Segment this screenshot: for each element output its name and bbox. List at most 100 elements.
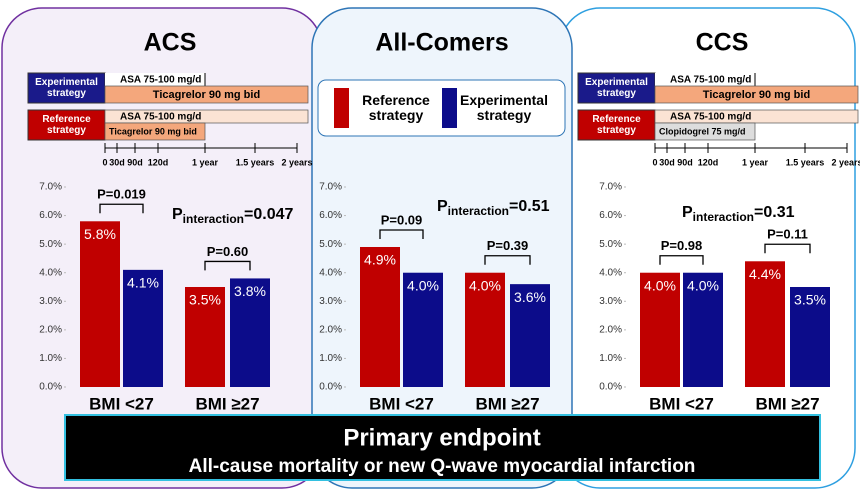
drug-bar xyxy=(104,85,309,104)
y-tick-label: 0.0% xyxy=(39,382,62,393)
p-bracket xyxy=(99,203,144,214)
legend-label: Reference strategy xyxy=(362,91,430,123)
chart-title: ACS xyxy=(144,29,197,57)
value-label: 4.0% xyxy=(687,277,719,293)
bar xyxy=(360,247,400,387)
strategy-name: Reference strategy xyxy=(592,114,641,136)
timeline-tick-label: 120d xyxy=(148,157,169,167)
y-tick-label: 0.0% xyxy=(319,382,342,393)
bar xyxy=(683,272,723,387)
interaction-label: Pinteraction=0.047 xyxy=(172,206,294,226)
timeline-tick-label: 2 years xyxy=(281,157,312,167)
p-value: P=0.11 xyxy=(767,227,808,242)
legend-label: Experimental strategy xyxy=(460,91,548,123)
legend-swatch xyxy=(442,88,457,128)
y-tick-label: 1.0% xyxy=(599,353,622,364)
bar xyxy=(510,284,550,387)
drug-bar xyxy=(654,109,859,124)
bar xyxy=(230,278,270,387)
interaction-suffix: =0.31 xyxy=(754,204,795,221)
legend-swatch xyxy=(334,88,349,128)
value-label: 4.1% xyxy=(127,275,159,291)
legend-box xyxy=(317,79,566,137)
y-tick-label: 7.0% xyxy=(39,182,62,193)
x-tick-label: BMI ≥27 xyxy=(475,394,539,413)
interaction-prefix: P xyxy=(172,206,183,223)
interaction-suffix: =0.51 xyxy=(509,198,550,215)
x-tick-label: BMI <27 xyxy=(89,394,154,413)
p-bracket xyxy=(484,255,531,265)
y-tick-label: 3.0% xyxy=(319,296,342,307)
drug-bar xyxy=(655,73,755,86)
value-label: 3.6% xyxy=(514,289,546,305)
p-value: P=0.019 xyxy=(97,187,146,202)
y-tick-label: 1.0% xyxy=(319,353,342,364)
drug-label: ASA 75-100 mg/d xyxy=(120,75,201,86)
footer-subtitle: All-cause mortality or new Q-wave myocar… xyxy=(189,456,696,477)
interaction-subscript: interaction xyxy=(183,212,244,226)
y-tick-label: 7.0% xyxy=(599,182,622,193)
x-tick-label: BMI ≥27 xyxy=(195,394,259,413)
value-label: 4.0% xyxy=(469,277,501,293)
p-bracket xyxy=(659,255,704,265)
drug-label: Ticagrelor 90 mg bid xyxy=(703,89,810,101)
drug-label: ASA 75-100 mg/d xyxy=(120,112,201,123)
bar xyxy=(790,287,830,387)
value-label: 3.5% xyxy=(189,292,221,308)
drug-bar xyxy=(654,122,756,141)
timeline-tick-label: 1.5 years xyxy=(786,157,825,167)
y-tick-label: 2.0% xyxy=(319,324,342,335)
y-tick-label: 2.0% xyxy=(599,324,622,335)
drug-label: Ticagrelor 90 mg bid xyxy=(109,126,197,136)
bar xyxy=(185,287,225,387)
p-value: P=0.09 xyxy=(381,212,423,227)
p-bracket xyxy=(764,243,811,254)
y-tick-label: 6.0% xyxy=(39,210,62,221)
y-tick-label: 7.0% xyxy=(319,182,342,193)
drug-label: ASA 75-100 mg/d xyxy=(670,75,751,86)
value-label: 4.0% xyxy=(644,277,676,293)
strategy-name-box: Reference strategy xyxy=(592,114,641,136)
x-tick-label: BMI <27 xyxy=(649,394,714,413)
strategy-name-box: Experimental strategy xyxy=(585,77,648,99)
y-tick-label: 5.0% xyxy=(319,239,342,250)
bar xyxy=(465,272,505,387)
p-bracket xyxy=(204,260,251,271)
legend-label-box: Reference strategy xyxy=(362,91,430,123)
timeline-tick-label: 30d xyxy=(109,157,125,167)
p-value: P=0.98 xyxy=(661,238,703,253)
interaction-label: Pinteraction=0.31 xyxy=(682,204,795,224)
strategy-name: Reference strategy xyxy=(42,114,91,136)
timeline-tick-label: 0 xyxy=(102,157,107,167)
interaction-prefix: P xyxy=(682,204,693,221)
interaction-subscript: interaction xyxy=(448,204,509,218)
timeline-tick-label: 1.5 years xyxy=(236,157,275,167)
y-tick-label: 4.0% xyxy=(599,267,622,278)
y-tick-label: 5.0% xyxy=(39,239,62,250)
bar xyxy=(745,261,785,387)
strategy-name: Experimental strategy xyxy=(585,77,648,99)
value-label: 3.5% xyxy=(794,292,826,308)
p-value: P=0.60 xyxy=(207,244,249,259)
drug-bar xyxy=(104,109,309,124)
timeline-tick-label: 30d xyxy=(659,157,675,167)
strategy-box xyxy=(27,72,106,104)
drug-bar xyxy=(104,122,206,141)
footer-title: Primary endpoint xyxy=(343,424,540,451)
y-tick-label: 2.0% xyxy=(39,324,62,335)
timeline-tick-label: 1 year xyxy=(192,157,219,167)
drug-label: Ticagrelor 90 mg bid xyxy=(153,89,260,101)
timeline-tick-label: 90d xyxy=(127,157,143,167)
bar xyxy=(403,272,443,387)
value-label: 3.8% xyxy=(234,283,266,299)
value-label: 5.8% xyxy=(84,226,116,242)
value-label: 4.0% xyxy=(407,277,439,293)
bar xyxy=(640,272,680,387)
y-tick-label: 1.0% xyxy=(39,353,62,364)
y-tick-label: 5.0% xyxy=(599,239,622,250)
y-tick-label: 4.0% xyxy=(319,267,342,278)
drug-bar xyxy=(654,85,859,104)
timeline-tick-label: 120d xyxy=(698,157,719,167)
y-tick-label: 0.0% xyxy=(599,382,622,393)
